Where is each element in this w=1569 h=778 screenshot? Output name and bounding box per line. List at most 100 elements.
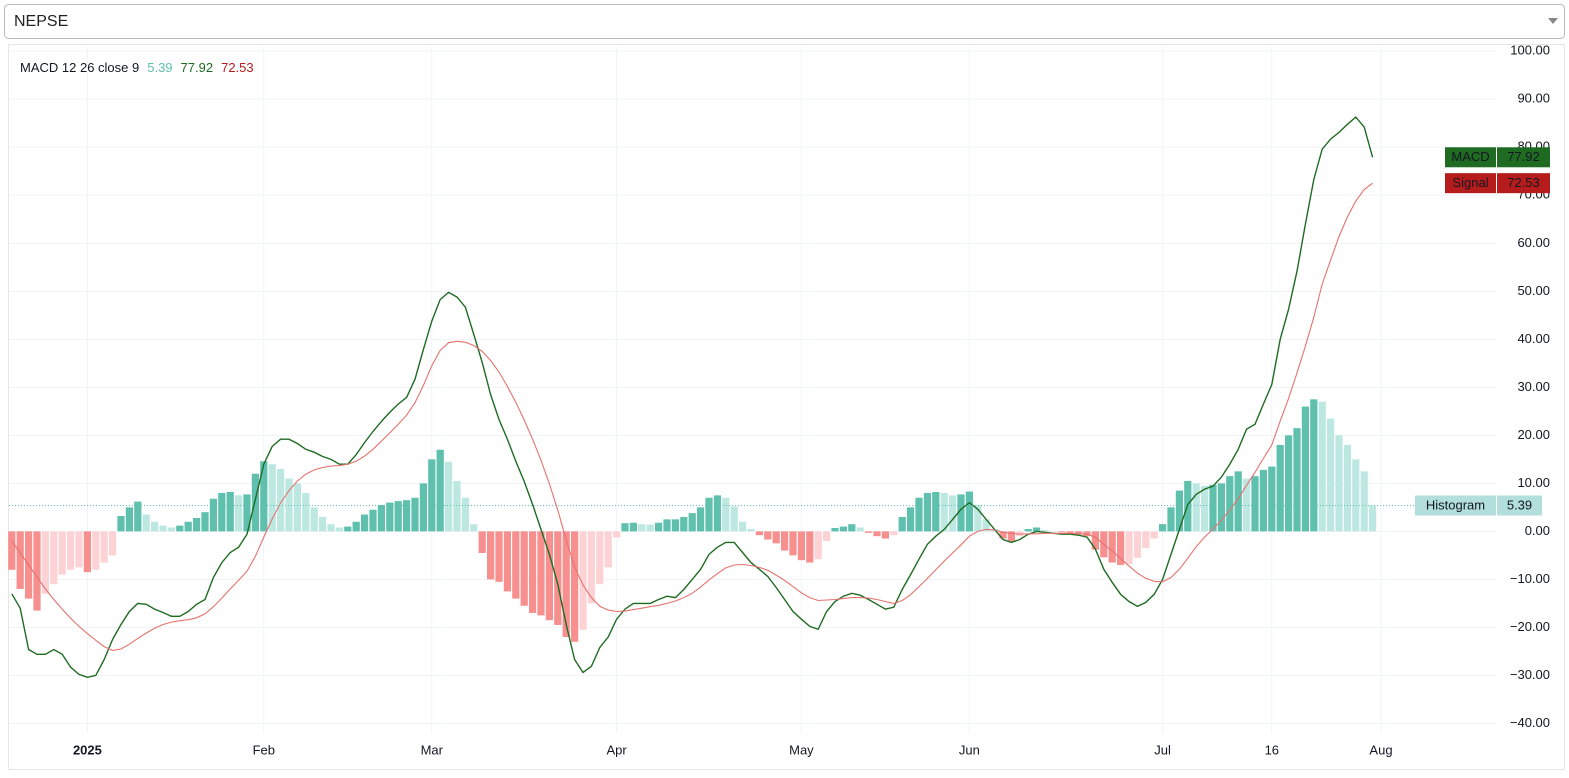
histogram-bar (1175, 490, 1184, 532)
chart-panel (8, 44, 1565, 770)
histogram-bar (142, 514, 150, 532)
legend-value: 72.53 (221, 60, 254, 75)
histogram-bar (108, 531, 117, 556)
histogram-bar (570, 531, 579, 642)
histogram-bar (957, 494, 965, 532)
histogram-bar (209, 498, 218, 532)
x-tick-label: Jul (1154, 742, 1171, 757)
histogram-bar (444, 461, 453, 532)
histogram-bar (1007, 531, 1016, 542)
histogram-bar (671, 519, 680, 532)
badge-value: 72.53 (1507, 175, 1540, 190)
histogram-bar (201, 512, 209, 532)
dropdown-value[interactable]: NEPSE (14, 13, 68, 30)
legend-value: 5.39 (147, 60, 172, 75)
histogram-bar (352, 521, 360, 532)
badge-name: Histogram (1426, 497, 1485, 512)
histogram-bar (192, 517, 201, 532)
y-tick-label: 50.00 (1517, 283, 1550, 298)
y-tick-label: −10.00 (1510, 571, 1550, 586)
histogram-bar (33, 531, 41, 611)
histogram-bar (218, 492, 226, 532)
histogram-bar (1310, 399, 1318, 532)
histogram-bar (478, 531, 486, 553)
badge-value: 5.39 (1507, 497, 1532, 512)
histogram-bar (1209, 484, 1217, 532)
histogram-bar (1058, 531, 1066, 533)
histogram-bar (495, 531, 503, 582)
histogram-bar (1024, 528, 1032, 532)
histogram-bar (680, 516, 688, 532)
y-tick-label: −30.00 (1510, 667, 1550, 682)
histogram-bar (780, 531, 789, 551)
symbol-dropdown[interactable] (4, 4, 1565, 39)
histogram-bar (906, 507, 915, 532)
x-tick-label: Mar (421, 742, 444, 757)
histogram-bar (1242, 478, 1251, 532)
histogram-bar (713, 495, 722, 532)
x-tick-label: 16 (1265, 742, 1279, 757)
histogram-bar (302, 492, 310, 532)
badge-value-bg (1497, 495, 1542, 516)
histogram-bar (428, 459, 436, 532)
histogram-bar (890, 531, 898, 536)
histogram-bar (75, 531, 83, 568)
badge-value: 77.92 (1507, 149, 1540, 164)
histogram-bar (58, 531, 66, 575)
histogram-bar (1066, 531, 1074, 534)
histogram-bar (100, 531, 108, 563)
histogram-bar (150, 521, 159, 532)
histogram-bar (134, 501, 142, 532)
histogram-bar (965, 491, 974, 532)
histogram-bar (1326, 418, 1335, 532)
histogram-bar (369, 509, 377, 532)
histogram-bar (41, 531, 50, 594)
histogram-bar (318, 516, 327, 532)
histogram-bar (1335, 435, 1343, 532)
histogram-bar (932, 491, 940, 532)
histogram-bar (881, 531, 890, 539)
histogram-bar (638, 524, 646, 532)
histogram-bar (797, 531, 806, 561)
histogram-bar (923, 492, 932, 532)
histogram-bar (1259, 469, 1268, 532)
histogram-bar (604, 531, 612, 568)
histogram-bar (848, 524, 856, 532)
histogram-bar (470, 524, 478, 532)
histogram-bar (1041, 529, 1049, 532)
histogram-bar (293, 483, 302, 532)
histogram-bar (1217, 483, 1226, 532)
badge-value-bg (1497, 147, 1550, 168)
histogram-bar (999, 531, 1007, 539)
histogram-bar (1301, 406, 1310, 532)
histogram-bar (1158, 524, 1167, 532)
histogram-bar (1116, 531, 1125, 565)
histogram-bar (344, 526, 352, 532)
line-1 (11, 116, 1374, 679)
histogram-bar (8, 531, 16, 570)
histogram-bar (1368, 505, 1377, 532)
histogram-bar (1318, 401, 1326, 532)
histogram-bar (1192, 483, 1200, 532)
histogram-bar (646, 524, 654, 532)
y-tick-label: 30.00 (1517, 379, 1550, 394)
dropdown-arrow[interactable] (1548, 18, 1558, 24)
histogram-bar (512, 531, 520, 599)
histogram-bar (453, 480, 461, 532)
histogram-bar (327, 524, 335, 532)
legend: MACD 12 26 close 9 5.39 77.92 72.53 (20, 60, 254, 75)
y-tick-label: 90.00 (1517, 91, 1550, 106)
histogram-bar (654, 522, 663, 532)
histogram-bar (411, 497, 419, 532)
histogram-bar (839, 526, 848, 532)
x-tick-label: Jun (959, 742, 980, 757)
y-tick-label: 10.00 (1517, 475, 1550, 490)
histogram-bar (864, 531, 873, 533)
histogram-bar (688, 513, 696, 532)
histogram-bar (234, 495, 243, 532)
histogram-bar (831, 528, 839, 532)
histogram-bar (1142, 531, 1150, 549)
histogram-bar (1293, 428, 1301, 532)
histogram-bar (268, 464, 276, 532)
